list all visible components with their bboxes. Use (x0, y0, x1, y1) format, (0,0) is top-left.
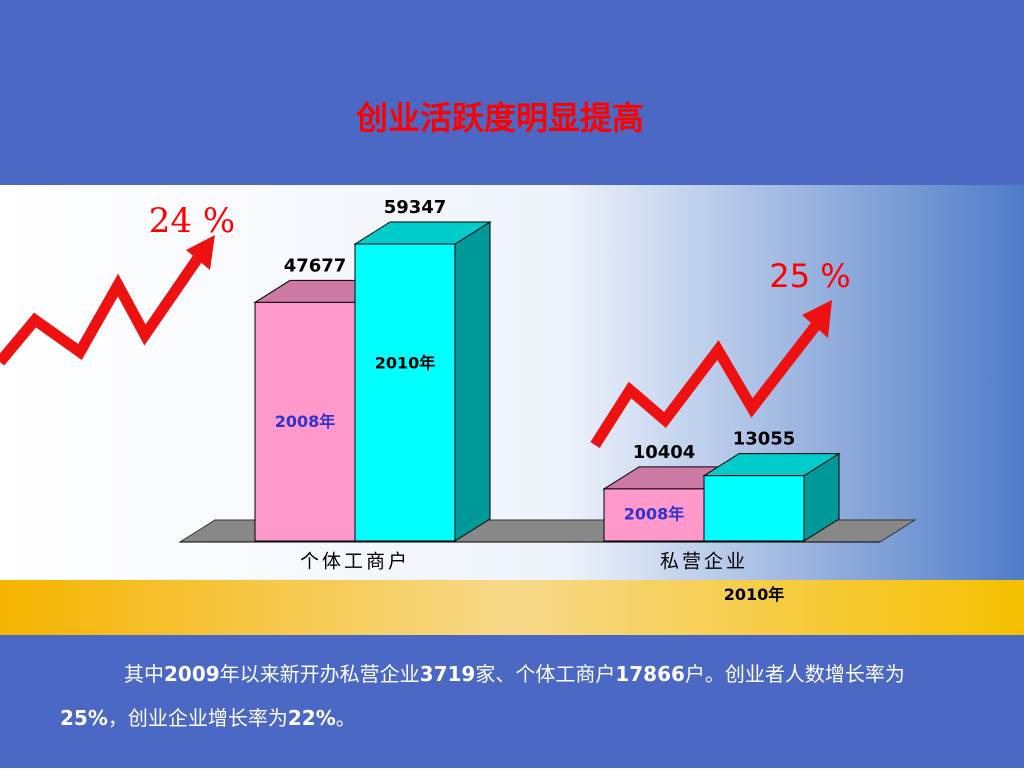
arrowhead (802, 300, 832, 338)
paragraph-text: 25% (60, 706, 108, 730)
top-band (0, 0, 1024, 185)
bar (254, 301, 356, 542)
x-tick-label: 个体工商户 (300, 551, 410, 573)
data-label: 47677 (284, 255, 347, 276)
paragraph-text: 3719 (419, 662, 476, 686)
annotation: 25 % (769, 257, 850, 295)
data-label: 59347 (384, 197, 447, 218)
paragraph-text: 。 (335, 706, 356, 730)
bar (703, 475, 805, 542)
paragraph-text: 年以来新开办私营企业 (219, 662, 420, 686)
data-label: 10404 (633, 442, 696, 463)
paragraph-text: 22% (287, 706, 336, 730)
bar-side (454, 221, 491, 542)
x-tick-label: 私营企业 (660, 551, 748, 573)
arrow (0, 251, 205, 366)
paragraph-text: 其中 (124, 662, 164, 686)
series-label: 2008年 (624, 504, 685, 523)
paragraph-text: ，创业企业增长率为 (107, 706, 288, 730)
paragraph-text: 家、个体工商户 (475, 662, 616, 686)
chart-title: 创业活跃度明显提高 (355, 99, 644, 137)
image-strip (0, 580, 1024, 635)
paragraph-text: 2009 (164, 662, 220, 686)
arrow (590, 316, 825, 448)
series-label: 2010年 (724, 585, 785, 604)
series-label: 2008年 (275, 412, 336, 431)
arrowhead (186, 235, 215, 270)
paragraph-box: 其中2009年以来新开办私营企业3719家、个体工商户17866户。创业者人数增… (60, 652, 960, 740)
paragraph-text: 17866 (615, 662, 685, 686)
series-label: 2010年 (375, 354, 436, 373)
chart-area (0, 185, 1024, 580)
bottom-band (0, 635, 1024, 768)
paragraph: 其中2009年以来新开办私营企业3719家、个体工商户17866户。创业者人数增… (60, 652, 960, 740)
paragraph-text: 户。创业者人数增长率为 (684, 662, 905, 686)
bar (354, 243, 456, 542)
data-label: 13055 (733, 429, 796, 450)
annotation: 24 % (149, 201, 235, 241)
